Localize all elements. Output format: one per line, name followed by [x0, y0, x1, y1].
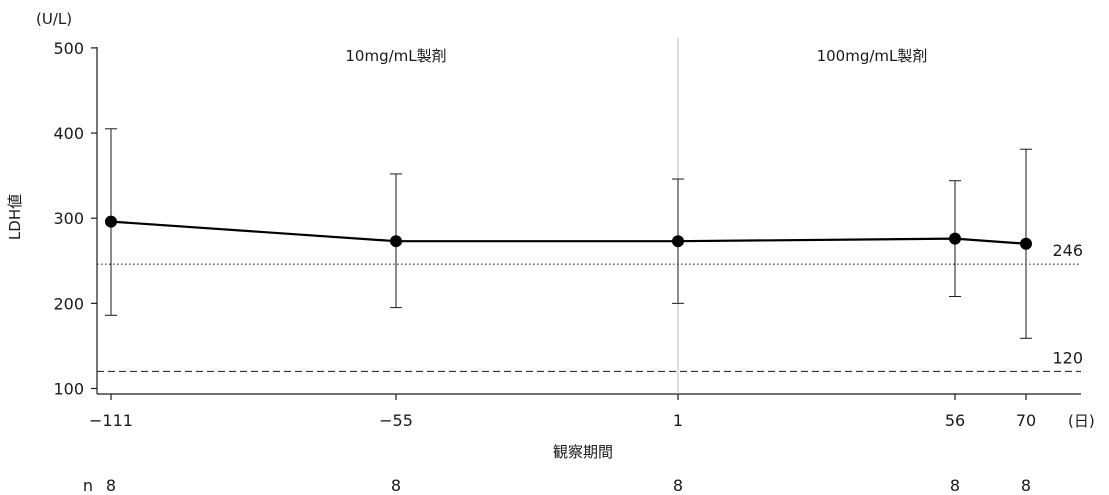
x-tick-label: −55 — [379, 411, 413, 430]
data-point — [105, 215, 117, 228]
n-values-group: 8 8 8 8 8 — [106, 476, 1031, 495]
data-point — [949, 232, 961, 245]
reference-line-label: 246 — [1052, 241, 1083, 260]
x-tick-label: 70 — [1016, 411, 1036, 430]
x-tick-label: 56 — [945, 411, 965, 430]
reference-line-label: 120 — [1052, 348, 1083, 367]
y-tick-label: 400 — [53, 124, 84, 143]
y-tick-label: 500 — [53, 39, 84, 58]
x-tick-label: 1 — [673, 411, 683, 430]
period-label-100mg: 100mg/mL製剤 — [817, 47, 928, 65]
data-point — [672, 235, 684, 248]
y-unit-label: (U/L) — [36, 10, 72, 28]
data-point — [390, 235, 402, 248]
n-value: 8 — [673, 476, 683, 495]
axes-group: (U/L) LDH値 観察期間 (日) 10mg/mL製剤 100mg/mL製剤… — [6, 10, 1095, 495]
data-point — [1020, 237, 1032, 250]
y-tick-label: 100 — [53, 380, 84, 399]
y-ticks-group: 100 200 300 400 500 — [53, 39, 97, 399]
y-tick-label: 300 — [53, 209, 84, 228]
x-ticks-group: −111 −55 1 56 70 — [89, 394, 1036, 430]
y-axis-label: LDH値 — [6, 194, 24, 240]
n-row-label: n — [83, 476, 93, 495]
x-tick-label: −111 — [89, 411, 133, 430]
x-axis-label: 観察期間 — [553, 443, 613, 461]
x-unit-label: (日) — [1068, 412, 1095, 430]
reference-lines-group: 246 120 — [97, 241, 1083, 373]
error-bars-group — [105, 128, 1032, 339]
n-value: 8 — [950, 476, 960, 495]
series-line — [110, 220, 1027, 245]
series-group — [105, 215, 1032, 250]
n-value: 8 — [391, 476, 401, 495]
y-tick-label: 200 — [53, 294, 84, 313]
period-label-10mg: 10mg/mL製剤 — [345, 47, 446, 65]
n-value: 8 — [1021, 476, 1031, 495]
n-value: 8 — [106, 476, 116, 495]
